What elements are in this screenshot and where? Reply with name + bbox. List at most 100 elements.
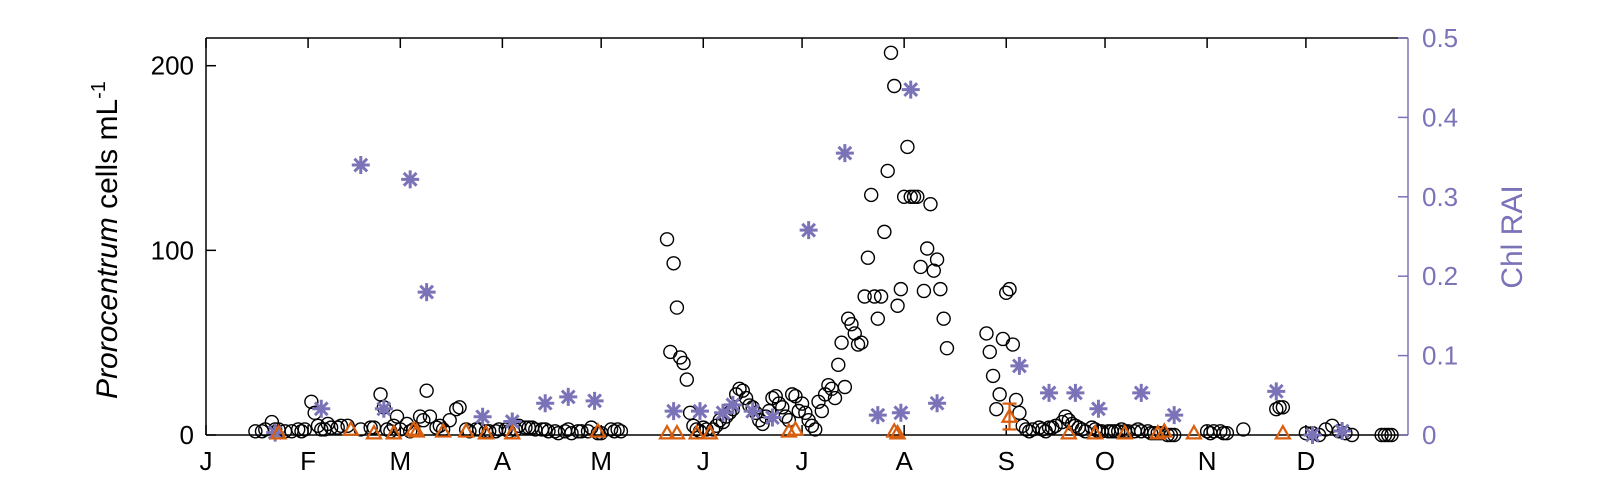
circle-point xyxy=(564,425,579,441)
circle-point xyxy=(877,224,892,240)
circle-point xyxy=(1012,405,1027,421)
triangle-point xyxy=(1059,423,1078,440)
triangle-point xyxy=(888,423,907,440)
x-tick-label: M xyxy=(590,446,612,476)
triangle-point xyxy=(1086,423,1105,440)
circle-point xyxy=(857,289,872,304)
y2-tick-label: 0 xyxy=(1422,420,1436,450)
circle-point xyxy=(663,344,678,360)
circle-point xyxy=(541,424,556,439)
circle-point xyxy=(999,285,1014,301)
triangle-point xyxy=(503,423,522,440)
circle-point xyxy=(791,403,806,419)
circle-point xyxy=(669,300,685,315)
circle-point xyxy=(590,425,606,441)
chl-star-point xyxy=(559,387,578,406)
circle-point xyxy=(679,372,694,387)
circle-point xyxy=(449,401,464,417)
circle-point xyxy=(452,400,467,415)
circle-point xyxy=(330,420,345,435)
circle-point xyxy=(1005,337,1021,352)
circle-point xyxy=(518,420,533,435)
circle-point xyxy=(412,409,428,424)
circle-point xyxy=(537,422,553,437)
y2-axis-title: Chl RAI xyxy=(1496,185,1529,288)
y-tick-label: 100 xyxy=(151,235,194,265)
circle-point xyxy=(831,357,846,373)
y-tick-label: 200 xyxy=(151,51,194,81)
x-tick-label: J xyxy=(200,446,213,476)
triangle-point xyxy=(342,420,360,436)
circle-point xyxy=(867,289,882,304)
circle-point xyxy=(1216,425,1231,441)
triangle-point xyxy=(1148,423,1167,440)
circle-point xyxy=(903,189,918,205)
circle-point xyxy=(689,422,704,437)
y2-tick-label: 0.2 xyxy=(1422,261,1458,291)
circle-point xyxy=(926,263,941,278)
circle-point xyxy=(854,335,869,350)
triangle-point xyxy=(269,423,288,440)
x-tick-label: F xyxy=(300,446,316,476)
circle-point xyxy=(491,422,507,437)
chl-star-point xyxy=(714,403,733,422)
circle-point xyxy=(794,396,810,411)
x-tick-label: S xyxy=(998,446,1015,476)
circle-point xyxy=(1213,424,1228,439)
chl-star-point xyxy=(690,402,709,421)
circle-point xyxy=(304,394,319,409)
circle-point xyxy=(603,422,619,437)
circle-point xyxy=(808,422,823,437)
triangle-point xyxy=(404,420,423,436)
circle-point xyxy=(821,377,836,393)
y-axis-title: Prorocentrum cells mL-1 xyxy=(88,81,124,399)
circle-point xyxy=(798,405,813,421)
circle-point xyxy=(893,281,909,297)
triangle-point xyxy=(885,422,904,438)
circle-point xyxy=(992,387,1007,402)
circle-point xyxy=(979,326,994,341)
triangle-point xyxy=(687,423,706,440)
circle-point xyxy=(1384,427,1399,443)
triangle-point xyxy=(668,423,686,440)
circle-point xyxy=(297,422,312,437)
chl-star-point xyxy=(891,403,910,422)
circle-point xyxy=(1035,422,1050,437)
chl-star-point xyxy=(799,221,818,240)
circle-point xyxy=(864,187,879,203)
circle-point xyxy=(873,289,889,304)
circle-point xyxy=(755,416,770,432)
chl-star-point xyxy=(473,407,492,426)
circle-point xyxy=(294,424,309,439)
circle-point xyxy=(834,335,849,350)
circle-point xyxy=(373,387,388,402)
circle-point xyxy=(768,389,783,404)
circle-point xyxy=(913,259,928,275)
triangle-point xyxy=(779,422,798,438)
circle-point xyxy=(920,241,935,256)
circle-point xyxy=(1041,420,1057,435)
circle-point xyxy=(419,383,434,398)
triangle-point xyxy=(477,423,495,440)
y2-tick-label: 0.1 xyxy=(1422,341,1458,371)
x-tick-label: J xyxy=(796,446,809,476)
circle-point xyxy=(1219,425,1235,441)
y2-tick-label: 0.5 xyxy=(1422,23,1458,53)
circle-point xyxy=(442,413,457,428)
circle-point xyxy=(771,396,787,411)
circle-point xyxy=(574,424,589,439)
triangle-point xyxy=(457,422,476,438)
chl-star-point xyxy=(351,156,370,175)
circle-point xyxy=(775,400,790,415)
chl-star-point xyxy=(312,399,331,418)
circle-point xyxy=(814,403,830,419)
triangle-point xyxy=(700,423,719,440)
chl-star-point xyxy=(868,406,887,425)
circle-point xyxy=(389,409,405,424)
triangle-point xyxy=(365,423,383,440)
circle-point xyxy=(1275,400,1291,415)
circle-point xyxy=(422,409,438,424)
y2-tick-label: 0.4 xyxy=(1422,102,1458,132)
circle-point xyxy=(933,281,948,297)
